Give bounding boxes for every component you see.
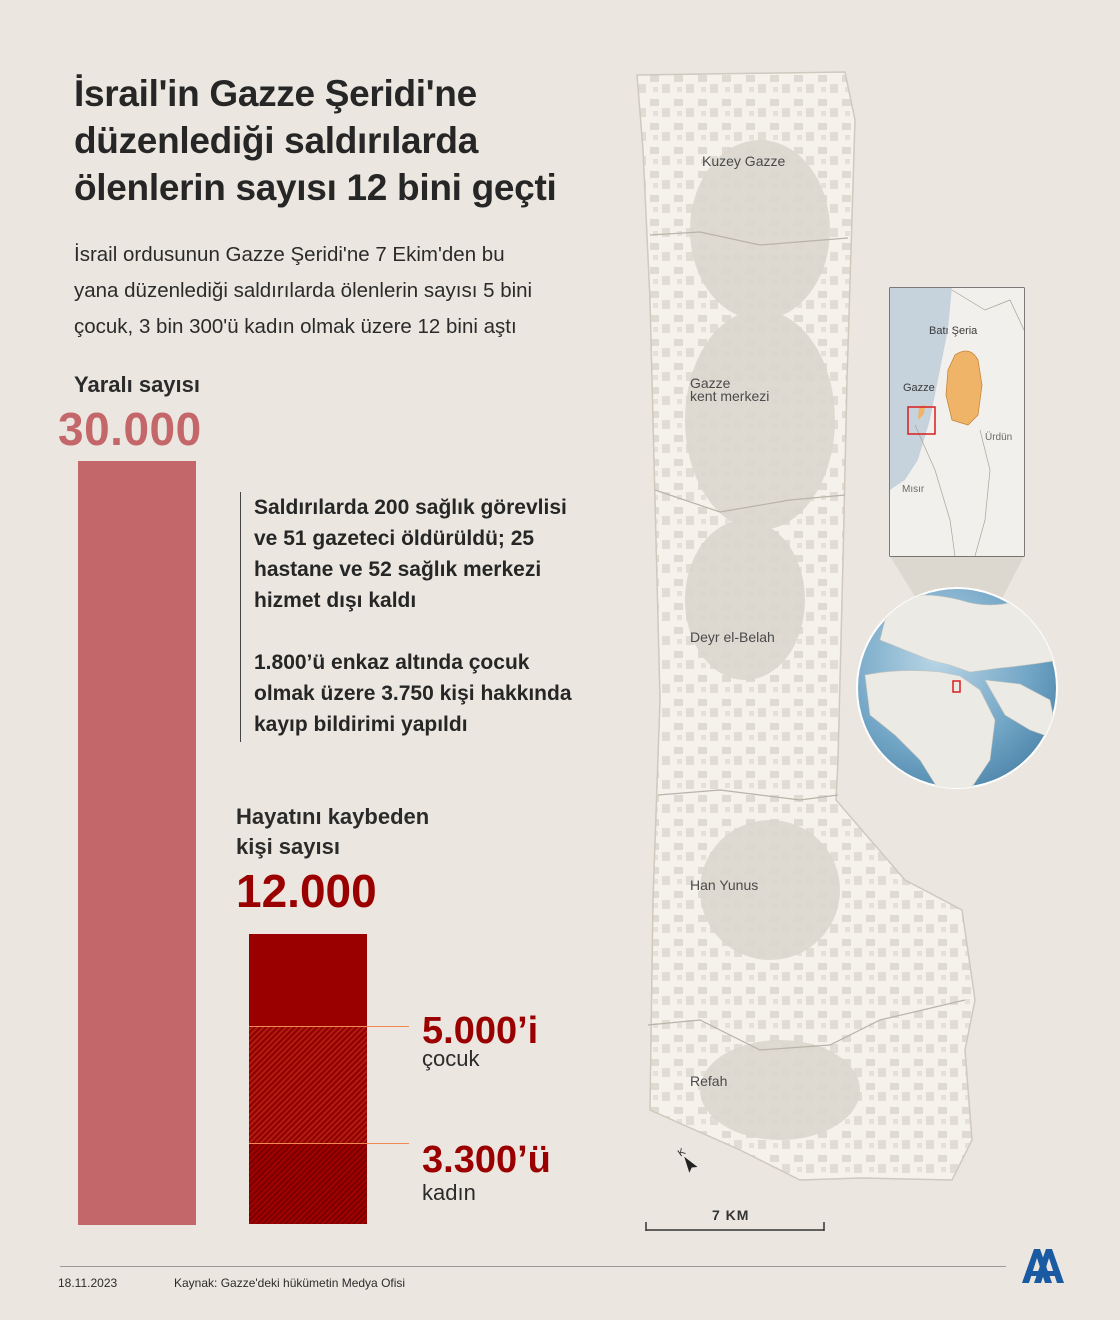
facts-box: Saldırılarda 200 sağlık görevlisi ve 51 … — [240, 492, 644, 742]
fact-1-line-2: ve 51 gazeteci öldürüldü; 25 — [254, 527, 535, 550]
subtitle-line-2: yana düzenlediği saldırılarda ölenlerin … — [74, 279, 533, 302]
globe-highlight — [952, 680, 961, 693]
globe-locator — [856, 587, 1058, 789]
deaths-label-line-2: kişi sayısı — [236, 834, 340, 859]
scale-label: 7 KM — [712, 1207, 749, 1223]
inset-map: Batı Şeria Gazze Ürdün Mısır — [889, 287, 1025, 557]
place-refah: Refah — [690, 1073, 727, 1089]
subtitle: İsrail ordusunun Gazze Şeridi'ne 7 Ekim'… — [74, 237, 634, 345]
fact-2-line-3: kayıp bildirimi yapıldı — [254, 713, 468, 736]
deaths-label: Hayatını kaybeden kişi sayısı — [236, 802, 429, 862]
inset-gaza-highlight — [907, 406, 936, 435]
title-line-3: ölenlerin sayısı 12 bini geçti — [74, 167, 557, 208]
governorate-borders — [647, 231, 966, 1051]
place-han-yunus: Han Yunus — [690, 877, 758, 893]
children-leader-line — [249, 1026, 409, 1027]
inset-label-west-bank: Batı Şeria — [929, 325, 978, 337]
svg-text:K: K — [676, 1146, 688, 1159]
subtitle-line-1: İsrail ordusunun Gazze Şeridi'ne 7 Ekim'… — [74, 243, 505, 266]
aa-logo-icon — [1022, 1249, 1064, 1283]
inset-label-gaza: Gazze — [903, 382, 935, 394]
place-deyr-el-belah: Deyr el-Belah — [690, 629, 775, 645]
place-gazze: Gazze — [690, 375, 731, 391]
inset-label-egypt: Mısır — [902, 484, 925, 495]
wounded-bar — [78, 461, 196, 1225]
women-value: 3.300’ü — [422, 1139, 551, 1181]
women-label: kadın — [422, 1180, 476, 1205]
fact-1-line-4: hizmet dışı kaldı — [254, 589, 417, 612]
footer-divider — [60, 1266, 1006, 1267]
title-line-1: İsrail'in Gazze Şeridi'ne — [74, 73, 477, 114]
deaths-value: 12.000 — [236, 865, 377, 917]
scale-bar: 7 KM — [645, 1207, 825, 1231]
children-label: çocuk — [422, 1046, 480, 1071]
fact-health-workers: Saldırılarda 200 sağlık görevlisi ve 51 … — [254, 492, 644, 616]
deaths-segment-children — [249, 1026, 367, 1143]
wounded-label: Yaralı sayısı — [74, 372, 200, 397]
north-arrow-icon: K — [676, 1146, 698, 1173]
inset-label-jordan: Ürdün — [985, 431, 1012, 443]
fact-missing-persons: 1.800’ü enkaz altında çocuk olmak üzere … — [254, 647, 644, 740]
subtitle-line-3: çocuk, 3 bin 300'ü kadın olmak üzere 12 … — [74, 315, 517, 338]
fact-2-line-1: 1.800’ü enkaz altında çocuk — [254, 651, 530, 674]
wounded-value: 30.000 — [58, 403, 202, 455]
deaths-label-line-1: Hayatını kaybeden — [236, 804, 430, 829]
urban-areas — [685, 140, 860, 1140]
deaths-segment-other — [249, 934, 367, 1026]
footer-source: Kaynak: Gazze'deki hükümetin Medya Ofisi — [174, 1276, 406, 1290]
place-kuzey-gazze: Kuzey Gazze — [702, 153, 785, 169]
women-leader-line — [249, 1143, 409, 1144]
footer-date: 18.11.2023 — [58, 1276, 118, 1290]
deaths-stacked-bar — [249, 934, 367, 1224]
fact-1-line-3: hastane ve 52 sağlık merkezi — [254, 558, 542, 581]
children-value: 5.000’i — [422, 1010, 539, 1052]
page-title: İsrail'in Gazze Şeridi'ne düzenlediği sa… — [74, 70, 634, 211]
title-line-2: düzenlediği saldırılarda — [74, 120, 479, 161]
fact-1-line-1: Saldırılarda 200 sağlık görevlisi — [254, 496, 567, 519]
deaths-segment-women — [249, 1143, 367, 1224]
place-kent-merkezi: kent merkezi — [690, 388, 769, 404]
fact-2-line-2: olmak üzere 3.750 kişi hakkında — [254, 682, 572, 705]
